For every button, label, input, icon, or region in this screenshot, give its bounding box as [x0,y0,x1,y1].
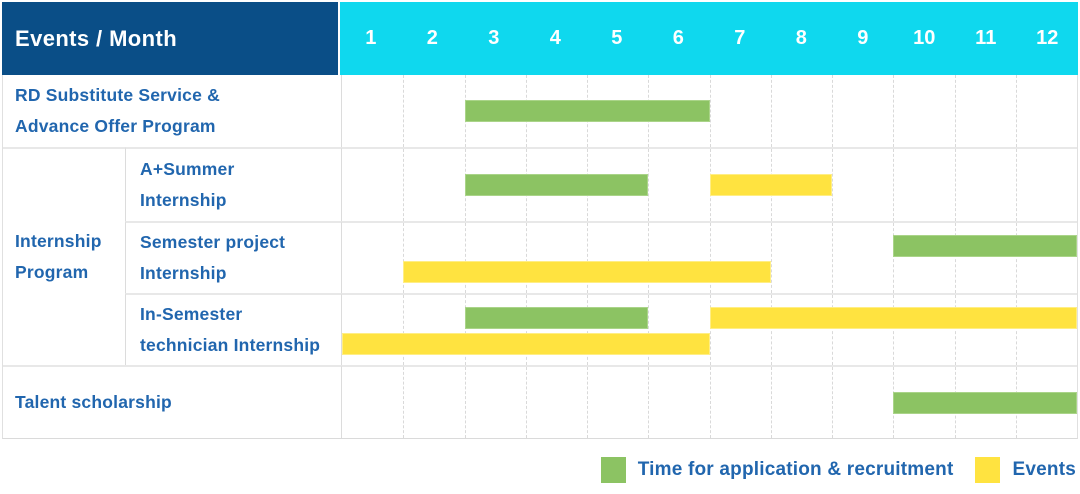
month-gridline [832,223,833,293]
label-line: Semester project [140,232,286,252]
month-gridline [403,223,405,293]
events-month-header-cell: Events / Month [2,2,340,75]
row-label-semester-project-internship: Semester project Internship [125,221,341,293]
month-header-5: 5 [611,27,623,49]
month-gridline [587,223,588,293]
month-gridline [1015,149,1017,221]
month-gridline [893,295,895,365]
month-gridline [893,149,895,221]
events-month-table: Events / Month 1 2 3 4 5 6 7 8 9 10 11 12 RD Substi… [2,2,1078,439]
row-chart-rd-substitute-service [341,75,1077,147]
table-title: Events / Month [15,25,178,51]
row-label-rd-substitute-service: RD Substitute Service & Advance Offer Pro… [3,75,341,147]
label-line: Internship [15,231,102,251]
label-line: RD Substitute Service & [15,85,220,105]
month-gridline [954,149,956,221]
application-bar-months-3-5 [464,307,649,329]
month-gridline [464,367,466,438]
row-label-in-semester-technician-internship: In-Semester technician Internship [125,293,341,365]
month-header-6: 6 [672,27,684,49]
month-gridline [893,223,895,293]
month-gridline [954,223,956,293]
row-chart-semester-project-internship [341,221,1077,293]
label-line: Advance Offer Program [15,116,216,136]
month-gridline [709,295,711,365]
month-gridline [403,149,405,221]
month-gridline [525,295,527,365]
month-gridline [1015,223,1017,293]
month-header-11: 11 [975,27,997,49]
label-line: Program [15,262,89,282]
month-gridline [770,367,772,438]
month-gridline [832,295,833,365]
label-line: technician Internship [140,335,321,355]
month-gridline [587,367,588,438]
month-gridline [648,223,650,293]
row-label-a-plus-summer-internship: A+Summer Internship [125,147,341,221]
month-gridline [403,75,405,147]
month-gridline [648,149,650,221]
application-bar-months-10-12 [893,391,1077,414]
legend: Time for application & recruitment Event… [600,457,1076,483]
month-gridline [403,367,405,438]
month-gridline [954,75,956,147]
month-gridline [648,295,650,365]
month-header-2: 2 [426,27,438,49]
month-gridline [403,295,405,365]
month-header-8: 8 [795,27,807,49]
events-bar-months-7-8 [709,174,832,196]
month-gridline [770,75,772,147]
month-header-strip: 1 2 3 4 5 6 7 8 9 10 11 12 [340,2,1078,75]
month-header-10: 10 [913,27,936,49]
month-header-12: 12 [1036,27,1059,49]
month-gridline [1015,75,1017,147]
month-gridline [709,367,711,438]
events-legend-label: Events [1012,459,1076,480]
month-gridline [770,223,772,293]
month-gridline [832,149,833,221]
group-label-internship-program: Internship Program [3,147,125,365]
month-gridline [525,223,527,293]
month-header-9: 9 [857,27,869,49]
month-header-1: 1 [365,27,377,49]
application-bar-months-3-6 [464,100,710,122]
application-legend-label: Time for application & recruitment [637,459,954,480]
month-gridline [770,295,772,365]
month-gridline [464,223,466,293]
month-gridline [464,295,466,365]
month-gridline [709,223,711,293]
table-body: RD Substitute Service & Advance Offer Pro… [2,75,1078,439]
events-bar-months-7-12 [709,307,1077,329]
label-line: Internship [140,263,227,283]
month-gridline [525,367,527,438]
label-line: Talent scholarship [15,392,172,412]
application-legend-swatch-icon [600,457,626,483]
month-gridline [954,295,956,365]
row-chart-talent-scholarship [341,365,1077,438]
month-gridline [832,367,833,438]
month-gridline [1015,295,1017,365]
table-header-row: Events / Month 1 2 3 4 5 6 7 8 9 10 11 12 [2,2,1078,75]
month-header-3: 3 [488,27,500,49]
events-bar-months-2-7 [403,261,771,283]
label-line: A+Summer [140,159,235,179]
month-header-4: 4 [549,27,561,49]
row-chart-a-plus-summer-internship [341,147,1077,221]
events-legend-swatch-icon [975,457,1001,483]
label-line: Internship [140,190,227,210]
label-line: In-Semester [140,304,243,324]
row-label-talent-scholarship: Talent scholarship [3,365,341,438]
month-gridline [709,75,711,147]
month-gridline [893,75,895,147]
application-bar-months-3-5 [464,174,649,196]
month-header-7: 7 [734,27,746,49]
month-gridline [648,367,650,438]
application-bar-months-10-12 [893,235,1077,257]
events-bar-months-1-6 [342,333,710,355]
month-gridline [587,295,588,365]
month-gridline [832,75,833,147]
row-chart-in-semester-technician-internship [341,293,1077,365]
